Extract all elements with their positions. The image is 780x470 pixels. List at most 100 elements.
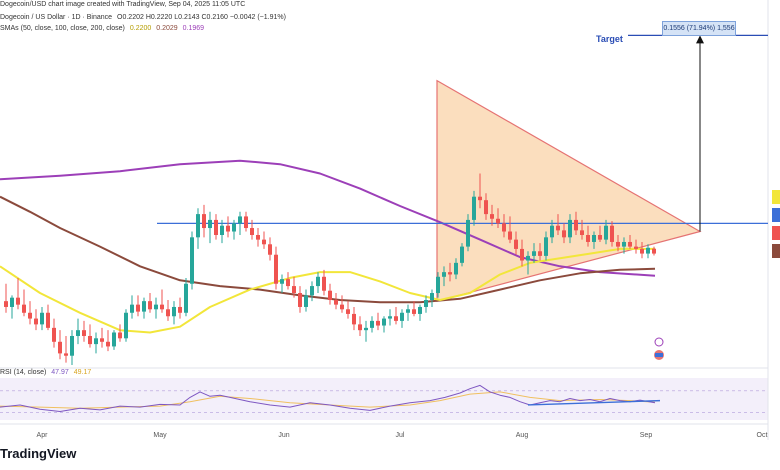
level-price-tag (772, 208, 780, 222)
candle-body (142, 301, 146, 312)
candle-body (544, 237, 548, 256)
candle-body (580, 230, 584, 235)
rsi-ma-value: 49.17 (73, 369, 92, 376)
candle-body (298, 293, 302, 307)
candle-body (334, 300, 338, 305)
candle-body (106, 341, 110, 347)
candle-body (610, 225, 614, 242)
candles (4, 173, 656, 365)
candle-body (472, 196, 476, 220)
rsi-pane (0, 384, 768, 413)
time-tick-label: Jun (278, 432, 289, 439)
created-line: Dogecoin/USD chart image created with Tr… (0, 1, 246, 8)
rsi-line (0, 384, 656, 412)
candle-body (364, 327, 368, 331)
candle-body (496, 218, 500, 224)
candle-body (370, 320, 374, 328)
time-axis: Apr May Jun Jul Aug Sep Oct (37, 432, 768, 439)
candle-body (412, 309, 416, 314)
symbol-name: Dogecoin / US Dollar · 1D · Binance (0, 14, 113, 21)
candle-body (154, 304, 158, 310)
candle-body (352, 313, 356, 325)
candle-body (478, 196, 482, 201)
candle-body (22, 304, 26, 313)
sma-legend: SMAs (50, close, 100, close, 200, close)… (0, 25, 207, 32)
candle-body (124, 312, 128, 339)
candle-body (52, 327, 56, 342)
sma200-line (0, 159, 656, 277)
candle-body (100, 338, 104, 342)
time-tick-label: Apr (37, 432, 49, 439)
time-tick-label: Jul (396, 432, 405, 439)
candle-body (388, 316, 392, 319)
candle-body (490, 214, 494, 219)
sma100-value: 0.2029 (156, 25, 178, 32)
candle-body (46, 312, 50, 328)
rsi-legend: RSI (14, close) 47.97 49.17 (0, 369, 94, 376)
candle-body (208, 219, 212, 229)
candle-body (532, 251, 536, 256)
moving-averages (0, 159, 656, 334)
candle-body (130, 304, 134, 313)
symbol-line: Dogecoin / US Dollar · 1D · Binance O0.2… (0, 14, 289, 21)
candle-body (238, 216, 242, 224)
candle-body (514, 239, 518, 249)
candle-body (328, 290, 332, 300)
candle-body (274, 254, 278, 284)
candle-body (376, 320, 380, 326)
candle-body (268, 244, 272, 255)
target-label: Target (596, 34, 623, 44)
candle-body (526, 255, 530, 261)
candle-body (136, 304, 140, 312)
candle-body (622, 241, 626, 247)
candle-body (442, 272, 446, 277)
candle-body (34, 318, 38, 325)
candle-body (562, 230, 566, 238)
sma200-value: 0.1969 (182, 25, 205, 32)
candle-body (280, 279, 284, 284)
candle-body (448, 272, 452, 275)
candle-body (460, 246, 464, 263)
time-tick-label: Aug (516, 432, 529, 439)
candle-body (322, 276, 326, 291)
candle-body (604, 225, 608, 240)
chart-icons (654, 190, 780, 360)
candle-body (256, 235, 260, 240)
candle-body (226, 225, 230, 232)
time-tick-label: May (153, 432, 167, 439)
time-tick-label: Oct (757, 432, 768, 439)
rsi-pane-background (0, 378, 768, 420)
candle-body (178, 306, 182, 313)
candle-body (214, 219, 218, 235)
candle-body (634, 246, 638, 249)
candle-body (250, 228, 254, 235)
candle-body (64, 353, 68, 356)
candle-body (592, 235, 596, 242)
candle-body (646, 247, 650, 254)
candle-body (520, 248, 524, 261)
candle-body (148, 301, 152, 310)
candle-body (400, 312, 404, 321)
symmetrical-triangle (436, 79, 702, 302)
candle-body (454, 262, 458, 275)
candle-body (340, 304, 344, 310)
candle-body (10, 297, 14, 307)
candle-body (70, 335, 74, 356)
candle-body (316, 276, 320, 287)
candle-body (430, 293, 434, 300)
candle-body (424, 300, 428, 307)
rsi-value: 47.97 (51, 369, 69, 376)
candle-body (418, 306, 422, 314)
rsi-label: RSI (14, close) (0, 369, 47, 376)
candle-body (484, 200, 488, 215)
sma50-price-tag (772, 190, 780, 204)
candle-body (406, 309, 410, 313)
candle-body (556, 225, 560, 231)
candle-body (358, 324, 362, 331)
time-tick-label: Sep (640, 432, 653, 439)
candle-body (436, 276, 440, 294)
candle-body (292, 286, 296, 294)
candle-body (4, 301, 8, 307)
candle-body (466, 219, 470, 247)
